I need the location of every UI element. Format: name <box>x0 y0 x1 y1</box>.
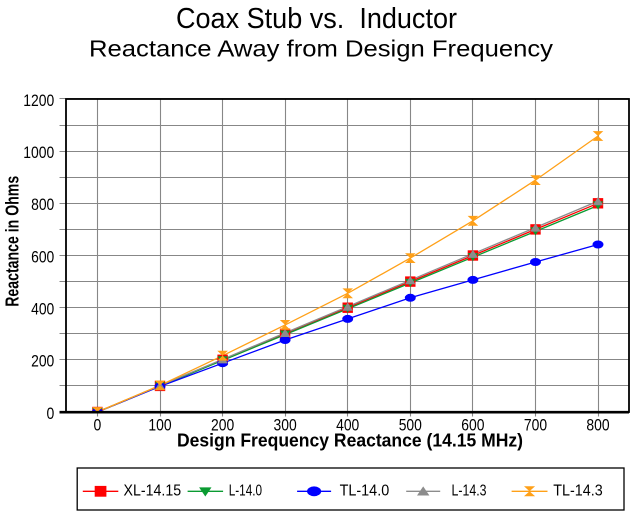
svg-text:Design Frequency Reactance (14: Design Frequency Reactance (14.15 MHz) <box>177 431 523 451</box>
svg-text:200: 200 <box>211 416 234 435</box>
svg-text:100: 100 <box>148 416 171 435</box>
svg-text:400: 400 <box>336 416 359 435</box>
svg-text:Reactance Away from Design Fre: Reactance Away from Design Frequency <box>89 35 554 61</box>
svg-text:Reactance in Ohms: Reactance in Ohms <box>2 176 23 307</box>
svg-text:1200: 1200 <box>23 91 54 110</box>
svg-text:Coax Stub vs. Inductor: Coax Stub vs. Inductor <box>176 3 457 35</box>
svg-text:200: 200 <box>31 352 54 371</box>
svg-text:700: 700 <box>524 416 547 435</box>
svg-text:0: 0 <box>94 416 102 435</box>
svg-text:XL-14.15: XL-14.15 <box>124 483 182 500</box>
svg-text:300: 300 <box>274 416 297 435</box>
svg-text:1000: 1000 <box>23 143 54 162</box>
svg-text:L-14.0: L-14.0 <box>229 483 262 500</box>
svg-text:0: 0 <box>47 404 55 423</box>
svg-text:L-14.3: L-14.3 <box>452 483 487 500</box>
svg-text:400: 400 <box>31 300 54 319</box>
svg-text:500: 500 <box>399 416 422 435</box>
svg-text:TL-14.0: TL-14.0 <box>340 483 390 500</box>
svg-text:800: 800 <box>31 195 54 214</box>
svg-text:600: 600 <box>461 416 484 435</box>
svg-text:800: 800 <box>586 416 609 435</box>
svg-text:600: 600 <box>31 247 54 266</box>
svg-text:TL-14.3: TL-14.3 <box>553 483 602 500</box>
